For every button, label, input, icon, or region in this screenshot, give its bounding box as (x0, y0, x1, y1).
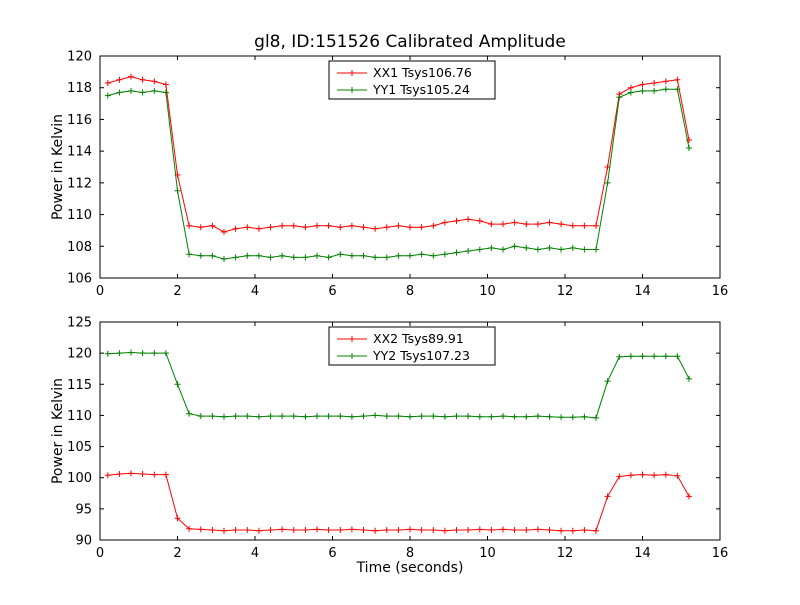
x-tick-label: 14 (634, 284, 651, 299)
legend-plus-marker (349, 70, 355, 76)
x-tick-label: 6 (328, 284, 336, 299)
legend-entry-label: YY1 Tsys105.24 (372, 82, 470, 97)
legend-plus-marker (349, 353, 355, 359)
y-axis-label-bottom: Power in Kelvin (50, 378, 66, 484)
series-YY2 (104, 349, 692, 421)
bottom-subplot: 0 2 4 6 8 10 12 14 16 90 95 100 105 110 115 120 125 XX2 T… (67, 316, 728, 562)
x-tick-label: 14 (634, 546, 651, 561)
y-tick-label: 90 (75, 534, 92, 549)
tick-labels: 0 2 4 6 8 10 12 14 16 90 95 100 105 110 115 120 125 (67, 316, 728, 562)
tick-marks (99, 321, 721, 541)
y-tick-label: 112 (67, 176, 92, 191)
top-subplot: 0 2 4 6 8 10 12 14 16 106 108 110 112 114 116 118 120 XX1… (67, 50, 728, 300)
x-tick-label: 4 (251, 284, 259, 299)
y-tick-label: 106 (67, 272, 92, 287)
tick-marks (99, 55, 721, 279)
tick-labels: 0 2 4 6 8 10 12 14 16 106 108 110 112 114 116 118 120 (67, 50, 728, 300)
legend: XX2 Tsys89.91 YY2 Tsys107.23 (328, 326, 496, 366)
legend-entry-label: YY2 Tsys107.23 (372, 348, 470, 363)
x-tick-label: 6 (328, 546, 336, 561)
legend: XX1 Tsys106.76 YY1 Tsys105.24 (328, 60, 496, 100)
x-tick-label: 12 (557, 546, 574, 561)
legend-plus-marker (349, 336, 355, 342)
y-tick-label: 110 (67, 208, 92, 223)
y-tick-label: 100 (67, 471, 92, 486)
x-tick-label: 16 (712, 284, 729, 299)
series-YY1 (104, 86, 692, 262)
legend-plus-marker (349, 87, 355, 93)
y-tick-label: 118 (67, 81, 92, 96)
x-tick-label: 10 (479, 546, 496, 561)
legend-entry-label: XX1 Tsys106.76 (373, 65, 472, 80)
y-tick-label: 110 (67, 409, 92, 424)
y-tick-label: 116 (67, 113, 92, 128)
x-tick-label: 2 (173, 284, 181, 299)
y-tick-label: 105 (67, 440, 92, 455)
y-tick-label: 108 (67, 240, 92, 255)
x-tick-label: 0 (96, 284, 104, 299)
y-tick-label: 125 (67, 316, 92, 331)
x-tick-label: 2 (173, 546, 181, 561)
x-tick-label: 12 (557, 284, 574, 299)
y-tick-label: 95 (75, 502, 92, 517)
legend-box (328, 60, 496, 100)
plus-markers (104, 470, 692, 534)
y-tick-label: 114 (67, 145, 92, 160)
legend-box (328, 326, 496, 366)
plus-markers (104, 73, 692, 235)
x-axis-label: Time (seconds) (356, 560, 464, 576)
x-tick-label: 4 (251, 546, 259, 561)
plus-markers (104, 349, 692, 421)
x-tick-label: 16 (712, 546, 729, 561)
x-tick-label: 8 (406, 546, 414, 561)
x-tick-label: 10 (479, 284, 496, 299)
figure-title: gl8, ID:151526 Calibrated Amplitude (254, 32, 566, 52)
series-XX1 (104, 73, 692, 235)
plus-markers (104, 86, 692, 262)
y-axis-label-top: Power in Kelvin (50, 114, 66, 220)
legend-entry-label: XX2 Tsys89.91 (373, 331, 464, 346)
x-tick-label: 8 (406, 284, 414, 299)
y-tick-label: 120 (67, 50, 92, 65)
y-tick-label: 120 (67, 347, 92, 362)
x-tick-label: 0 (96, 546, 104, 561)
series-XX2 (104, 470, 692, 534)
y-tick-label: 115 (67, 378, 92, 393)
